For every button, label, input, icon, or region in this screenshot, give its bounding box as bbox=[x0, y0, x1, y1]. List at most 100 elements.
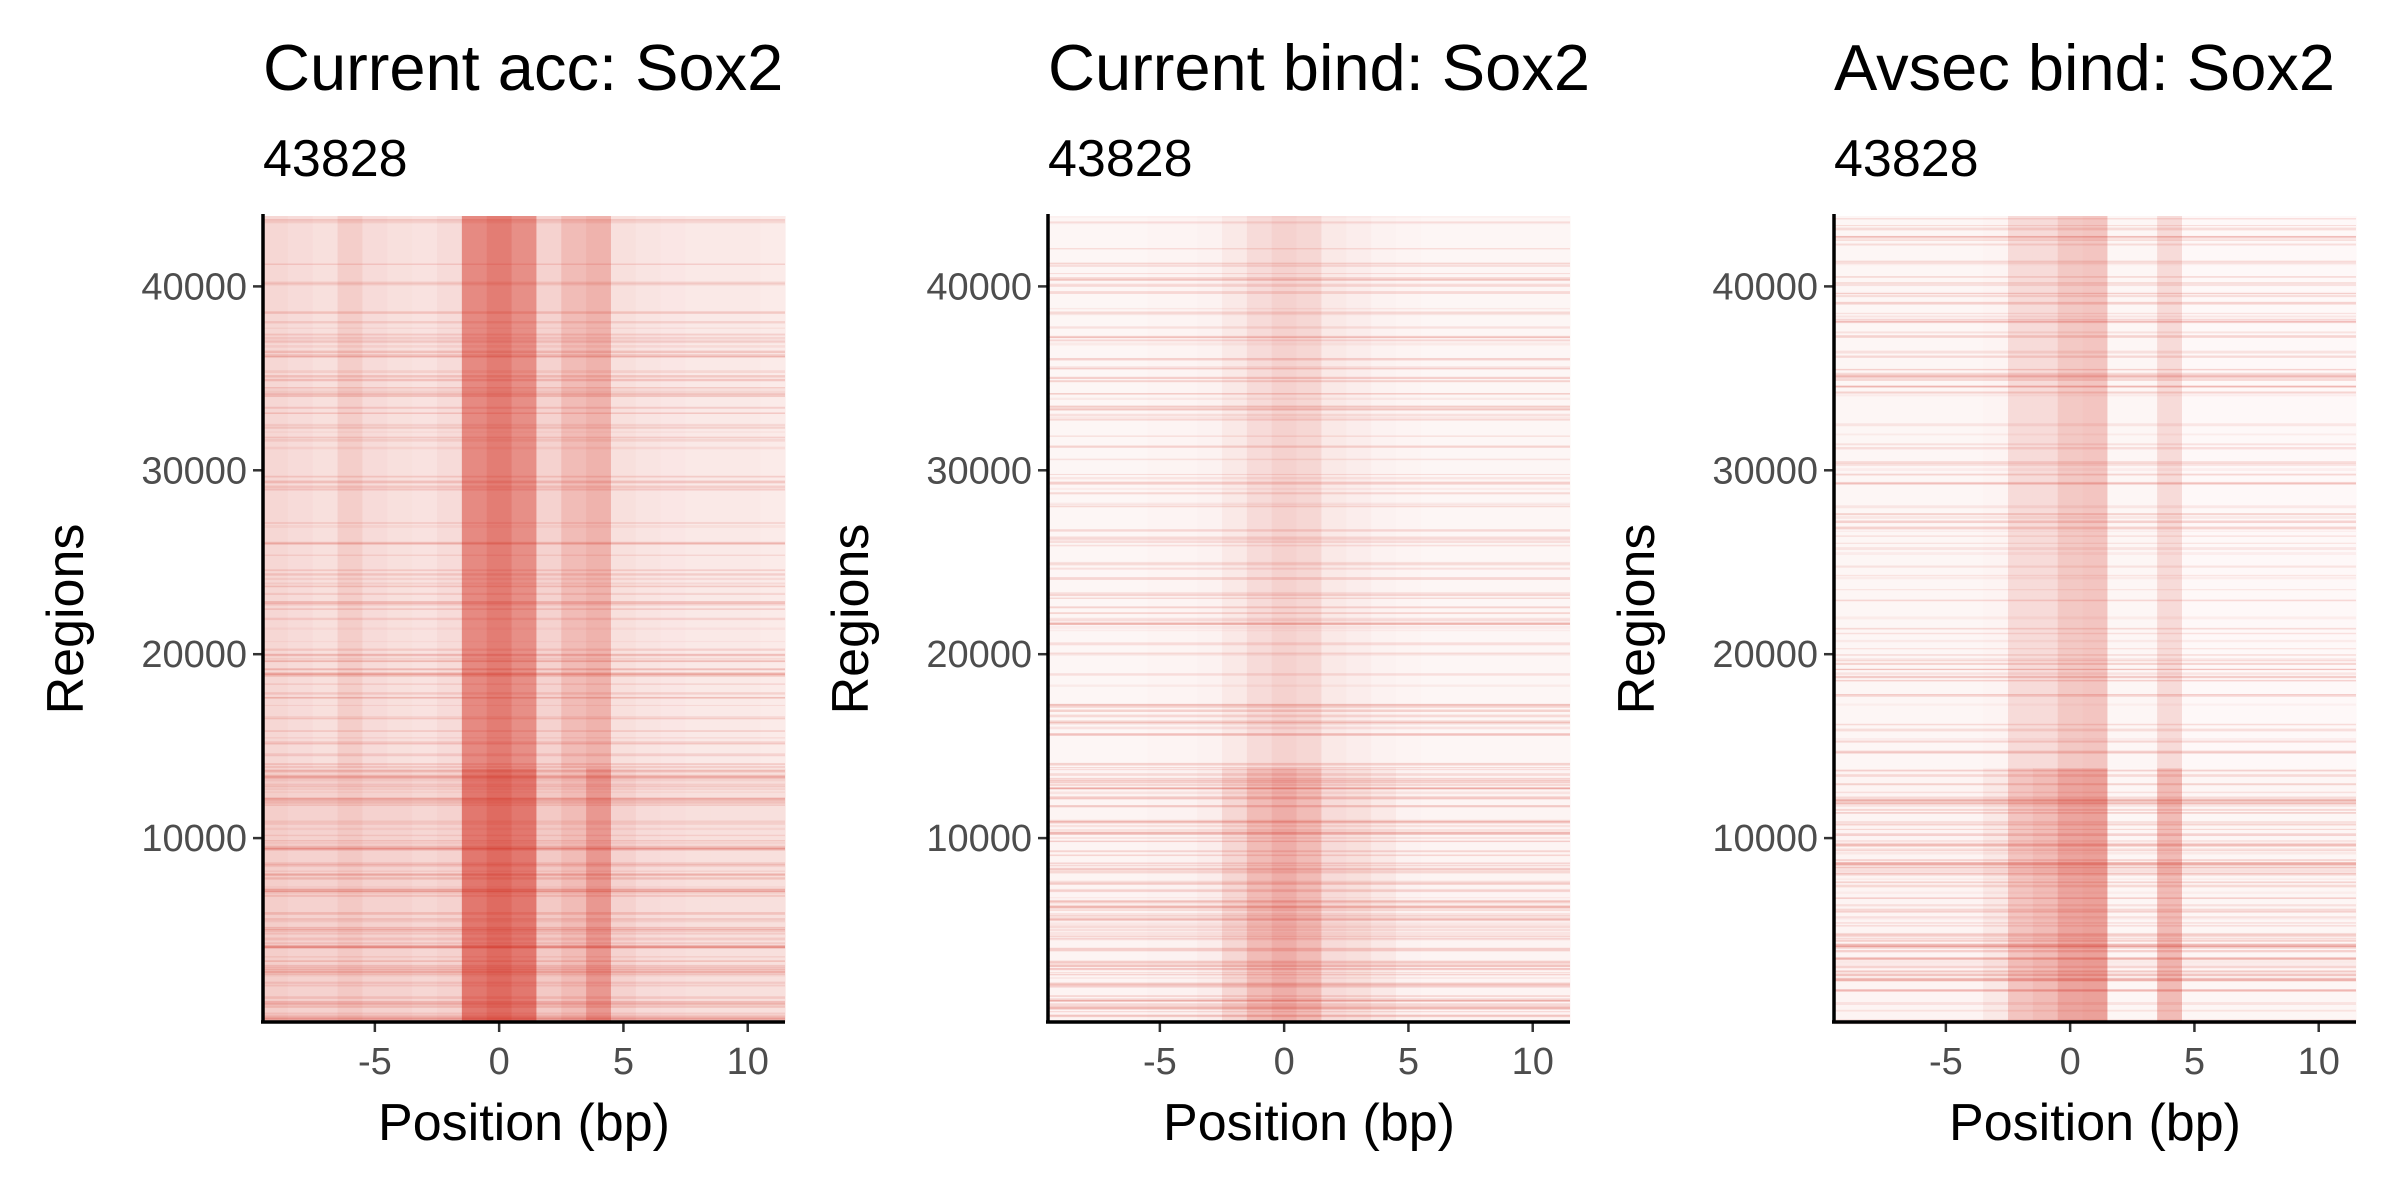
heatmap-row-streak bbox=[1834, 904, 2356, 907]
heatmap-cell bbox=[1122, 768, 1149, 1022]
heatmap-row-streak bbox=[1834, 723, 2356, 726]
heatmap-row-streak bbox=[1834, 627, 2356, 630]
heatmap-row-streak bbox=[1834, 843, 2356, 846]
heatmap-cell bbox=[710, 216, 736, 769]
heatmap-row-streak bbox=[263, 802, 785, 804]
heatmap-row-streak bbox=[263, 406, 785, 409]
heatmap-cell bbox=[2306, 216, 2332, 769]
heatmap-row-streak bbox=[1048, 862, 1570, 864]
heatmap-row-streak bbox=[1834, 944, 2356, 947]
heatmap-cell bbox=[1321, 768, 1347, 1022]
heatmap-cell bbox=[263, 216, 289, 769]
heatmap-row-streak bbox=[263, 350, 785, 353]
x-tick-label: 5 bbox=[613, 1041, 634, 1083]
heatmap-row-streak bbox=[1048, 899, 1570, 903]
heatmap-row-streak bbox=[1834, 971, 2356, 975]
heatmap-row-streak bbox=[263, 370, 785, 374]
heatmap-row-streak bbox=[1834, 878, 2356, 880]
heatmap-row-streak bbox=[1834, 589, 2356, 591]
heatmap-row-streak bbox=[1834, 236, 2356, 238]
heatmap-row-streak bbox=[263, 1016, 785, 1019]
heatmap-row-streak bbox=[1048, 1003, 1570, 1005]
heatmap-row-streak bbox=[1048, 368, 1570, 370]
heatmap-row-streak bbox=[1048, 651, 1570, 655]
heatmap-row-streak bbox=[1048, 709, 1570, 712]
heatmap-row-streak bbox=[263, 602, 785, 606]
heatmap-cell bbox=[461, 768, 488, 1022]
heatmap-row-streak bbox=[263, 438, 785, 442]
heatmap-row-streak bbox=[1834, 950, 2356, 953]
heatmap-row-streak bbox=[1048, 626, 1570, 629]
heatmap-row-streak bbox=[263, 984, 785, 987]
heatmap-cell bbox=[1908, 768, 1935, 1022]
heatmap-cell bbox=[1445, 768, 1472, 1022]
heatmap-row-streak bbox=[1834, 908, 2356, 911]
heatmap-cell bbox=[561, 216, 587, 769]
heatmap-row-streak bbox=[1834, 922, 2356, 924]
heatmap-row-streak bbox=[1048, 503, 1570, 507]
heatmap-row-streak bbox=[1834, 520, 2356, 524]
heatmap-row-streak bbox=[1048, 726, 1570, 730]
y-tick-label: 20000 bbox=[141, 634, 247, 676]
heatmap-cell bbox=[1346, 216, 1372, 769]
heatmap-row-streak bbox=[1834, 225, 2356, 227]
heatmap-row-streak bbox=[1048, 862, 1570, 865]
heatmap-row-streak bbox=[263, 683, 785, 685]
heatmap-row-streak bbox=[263, 577, 785, 581]
heatmap-row-streak bbox=[1834, 833, 2356, 836]
panel-title: Current bind: Sox2 bbox=[1048, 31, 1590, 104]
heatmap-row-streak bbox=[263, 844, 785, 847]
heatmap-cell bbox=[337, 768, 364, 1022]
heatmap-row-streak bbox=[1048, 937, 1570, 939]
heatmap-cell bbox=[1222, 768, 1248, 1022]
heatmap-row-streak bbox=[263, 960, 785, 963]
heatmap-cell bbox=[635, 216, 662, 769]
panel-avsec-bind: Avsec bind: Sox2 43828 10000 20000 30000 40… bbox=[1608, 31, 2357, 1152]
heatmap-row-streak bbox=[1834, 372, 2356, 376]
heatmap-row-streak bbox=[1834, 276, 2356, 278]
heatmap-row-streak bbox=[263, 355, 785, 358]
heatmap-row-streak bbox=[263, 912, 785, 915]
heatmap-row-streak bbox=[263, 965, 785, 967]
heatmap-row-streak bbox=[1048, 985, 1570, 987]
heatmap-row-streak bbox=[1048, 335, 1570, 338]
heatmap-row-streak bbox=[263, 864, 785, 868]
heatmap-row-streak bbox=[1834, 946, 2356, 949]
heatmap-row-streak bbox=[1048, 767, 1570, 769]
heatmap-row-streak bbox=[1048, 673, 1570, 676]
heatmap-row-streak bbox=[263, 784, 785, 788]
heatmap-row-streak bbox=[1834, 934, 2356, 937]
x-tick-label: -5 bbox=[1929, 1041, 1963, 1083]
heatmap-row-streak bbox=[1048, 413, 1570, 417]
heatmap-row-streak bbox=[1834, 973, 2356, 977]
heatmap-row-streak bbox=[1048, 376, 1570, 380]
heatmap-cell bbox=[1883, 216, 1910, 769]
heatmap-row-streak bbox=[1834, 939, 2356, 942]
heatmap-row-streak bbox=[1834, 834, 2356, 837]
heatmap-row-streak bbox=[1048, 921, 1570, 924]
heatmap-cell bbox=[437, 216, 463, 769]
heatmap-row-streak bbox=[1834, 378, 2356, 381]
heatmap-row-streak bbox=[1048, 1004, 1570, 1006]
heatmap-row-streak bbox=[263, 937, 785, 941]
heatmap-cell bbox=[2231, 216, 2258, 769]
heatmap-cell bbox=[486, 216, 513, 769]
heatmap-row-streak bbox=[263, 475, 785, 478]
heatmap-row-streak bbox=[1834, 808, 2356, 811]
heatmap-row-streak bbox=[1048, 928, 1570, 932]
heatmap-row-streak bbox=[1834, 932, 2356, 935]
heatmap-row-streak bbox=[263, 870, 785, 872]
heatmap-row-streak bbox=[1834, 447, 2356, 450]
heatmap-row-streak bbox=[263, 717, 785, 720]
heatmap-row-streak bbox=[1834, 910, 2356, 913]
heatmap-row-streak bbox=[1834, 799, 2356, 801]
heatmap-row-streak bbox=[1048, 264, 1570, 267]
x-tick-label: 10 bbox=[727, 1041, 769, 1083]
heatmap-cell bbox=[1147, 216, 1173, 769]
heatmap-row-streak bbox=[1834, 897, 2356, 900]
heatmap-cell bbox=[1396, 768, 1422, 1022]
heatmap-row-streak bbox=[263, 965, 785, 968]
heatmap-row-streak bbox=[1834, 355, 2356, 358]
heatmap-row-streak bbox=[1048, 931, 1570, 935]
heatmap-cell bbox=[2206, 216, 2233, 769]
